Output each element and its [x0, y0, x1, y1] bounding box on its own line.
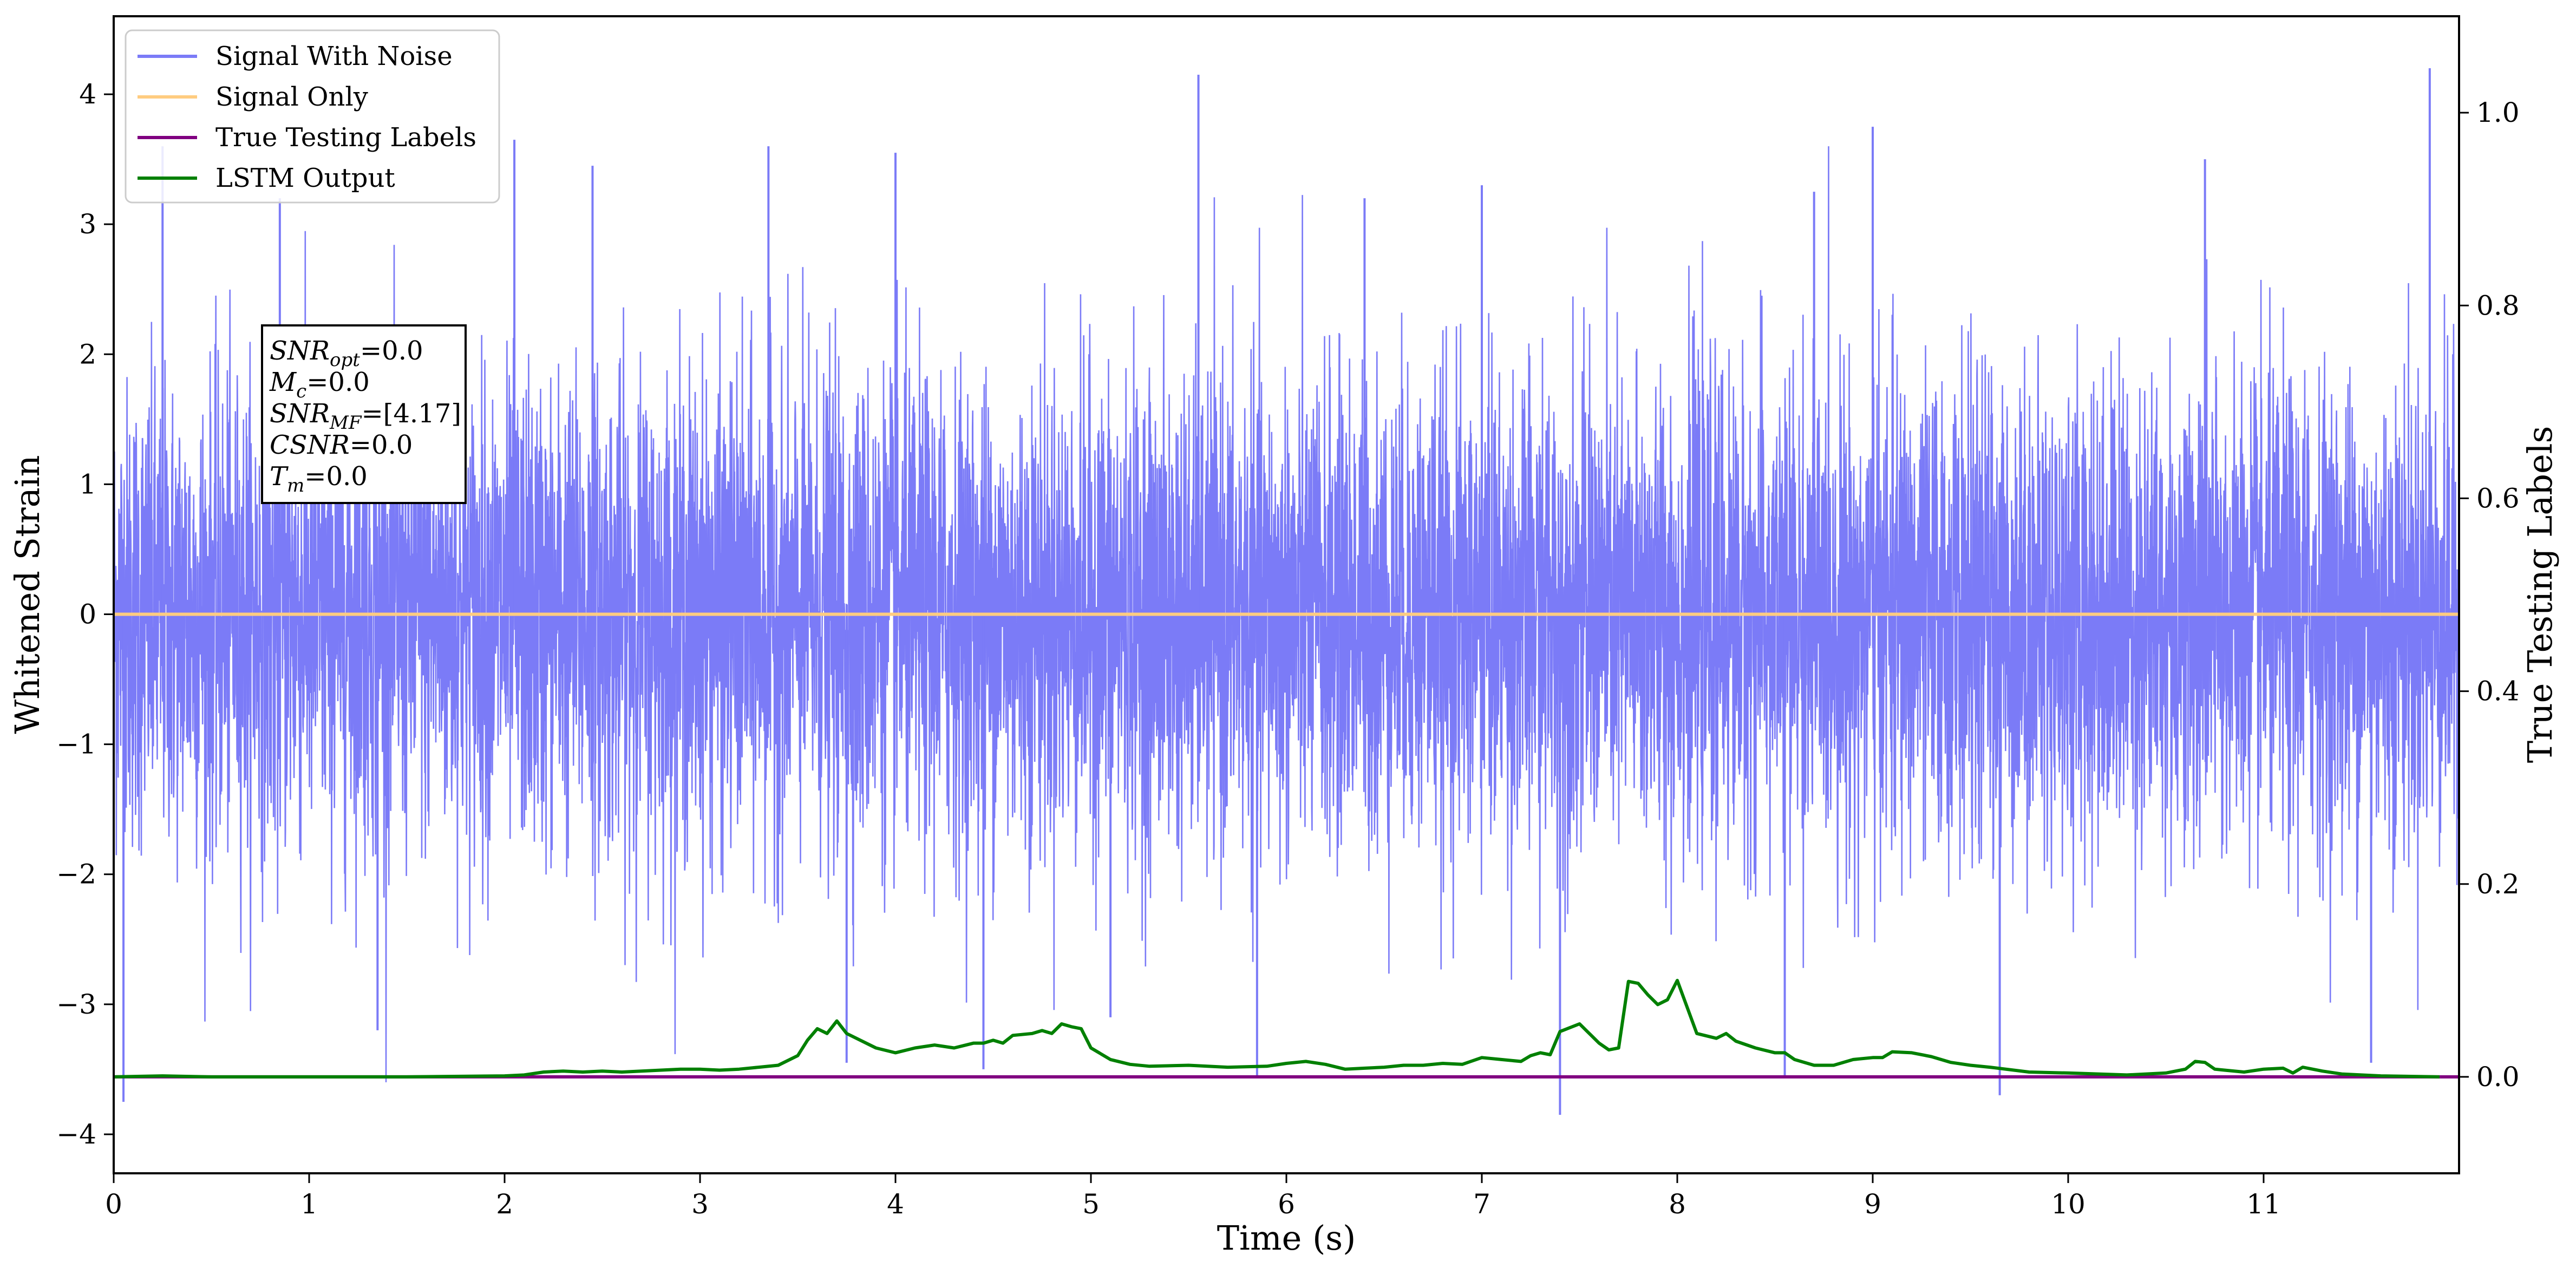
legend-label: Signal Only	[215, 82, 368, 112]
legend-frame	[125, 29, 500, 204]
y-axis-left-title: Whitened Strain	[8, 455, 47, 734]
y-left-tick-label: −2	[56, 859, 96, 890]
y-right-tick-label: 0.4	[2476, 676, 2520, 707]
signal-with-noise-series	[114, 68, 2459, 1115]
legend: Signal With Noise Signal Only True Testing…	[125, 29, 500, 204]
x-tick-label: 8	[1669, 1188, 1686, 1220]
annotation-line: Mc=0.0	[269, 367, 370, 402]
annotation-line: Tm=0.0	[270, 461, 368, 496]
legend-label: LSTM Output	[215, 163, 395, 193]
legend-label: Signal With Noise	[215, 41, 453, 71]
x-tick-label: 10	[2051, 1188, 2085, 1220]
y-left-tick-label: −3	[56, 989, 96, 1020]
signal-with-noise-line	[114, 146, 2459, 1082]
x-tick-label: 4	[887, 1188, 904, 1220]
x-tick-label: 9	[1864, 1188, 1881, 1220]
y-left-tick-label: −1	[56, 729, 96, 760]
annotation-line: SNRMF=[4.17]	[270, 398, 461, 434]
line-series-layer	[114, 612, 2459, 1079]
y-right-tick-label: 0.0	[2476, 1061, 2520, 1093]
y-right-tick-label: 0.8	[2476, 290, 2520, 321]
x-tick-label: 3	[691, 1188, 709, 1220]
axes-layer: 0 1 2 3 4 5 6 7 8 9 10 11 −4 −3 −2 −1 0 1 2 3 4 0.0 0.2 0.4 0.6 0…	[56, 79, 2519, 1220]
y-axis-right-title: True Testing Labels	[2520, 426, 2560, 763]
legend-label: True Testing Labels	[215, 122, 476, 153]
y-left-tick-label: 4	[79, 79, 96, 110]
y-left-tick-label: 1	[79, 468, 96, 500]
annotation-frame	[261, 324, 467, 504]
y-left-tick-label: 3	[79, 208, 96, 240]
annotation-line: CSNR=0.0	[270, 430, 413, 460]
metrics-annotation-box: SNRopt=0.0Mc=0.0SNRMF=[4.17]CSNR=0.0Tm=0…	[261, 324, 467, 504]
y-right-tick-label: 1.0	[2476, 97, 2520, 128]
x-axis-title: Time (s)	[1217, 1218, 1356, 1258]
lstm-output-line	[114, 978, 2440, 1079]
y-right-tick-label: 0.6	[2476, 482, 2520, 514]
x-tick-label: 6	[1278, 1188, 1295, 1220]
y-left-tick-label: 0	[79, 599, 96, 630]
x-tick-label: 5	[1082, 1188, 1100, 1220]
x-tick-label: 0	[105, 1188, 122, 1220]
annotation-line: SNRopt=0.0	[270, 336, 423, 371]
y-left-tick-label: −4	[56, 1119, 96, 1150]
x-tick-label: 1	[300, 1188, 318, 1220]
x-tick-label: 2	[496, 1188, 513, 1220]
y-right-tick-label: 0.2	[2476, 868, 2520, 900]
x-tick-label: 11	[2246, 1188, 2281, 1220]
x-tick-label: 7	[1473, 1188, 1490, 1220]
y-left-tick-label: 2	[79, 338, 96, 370]
